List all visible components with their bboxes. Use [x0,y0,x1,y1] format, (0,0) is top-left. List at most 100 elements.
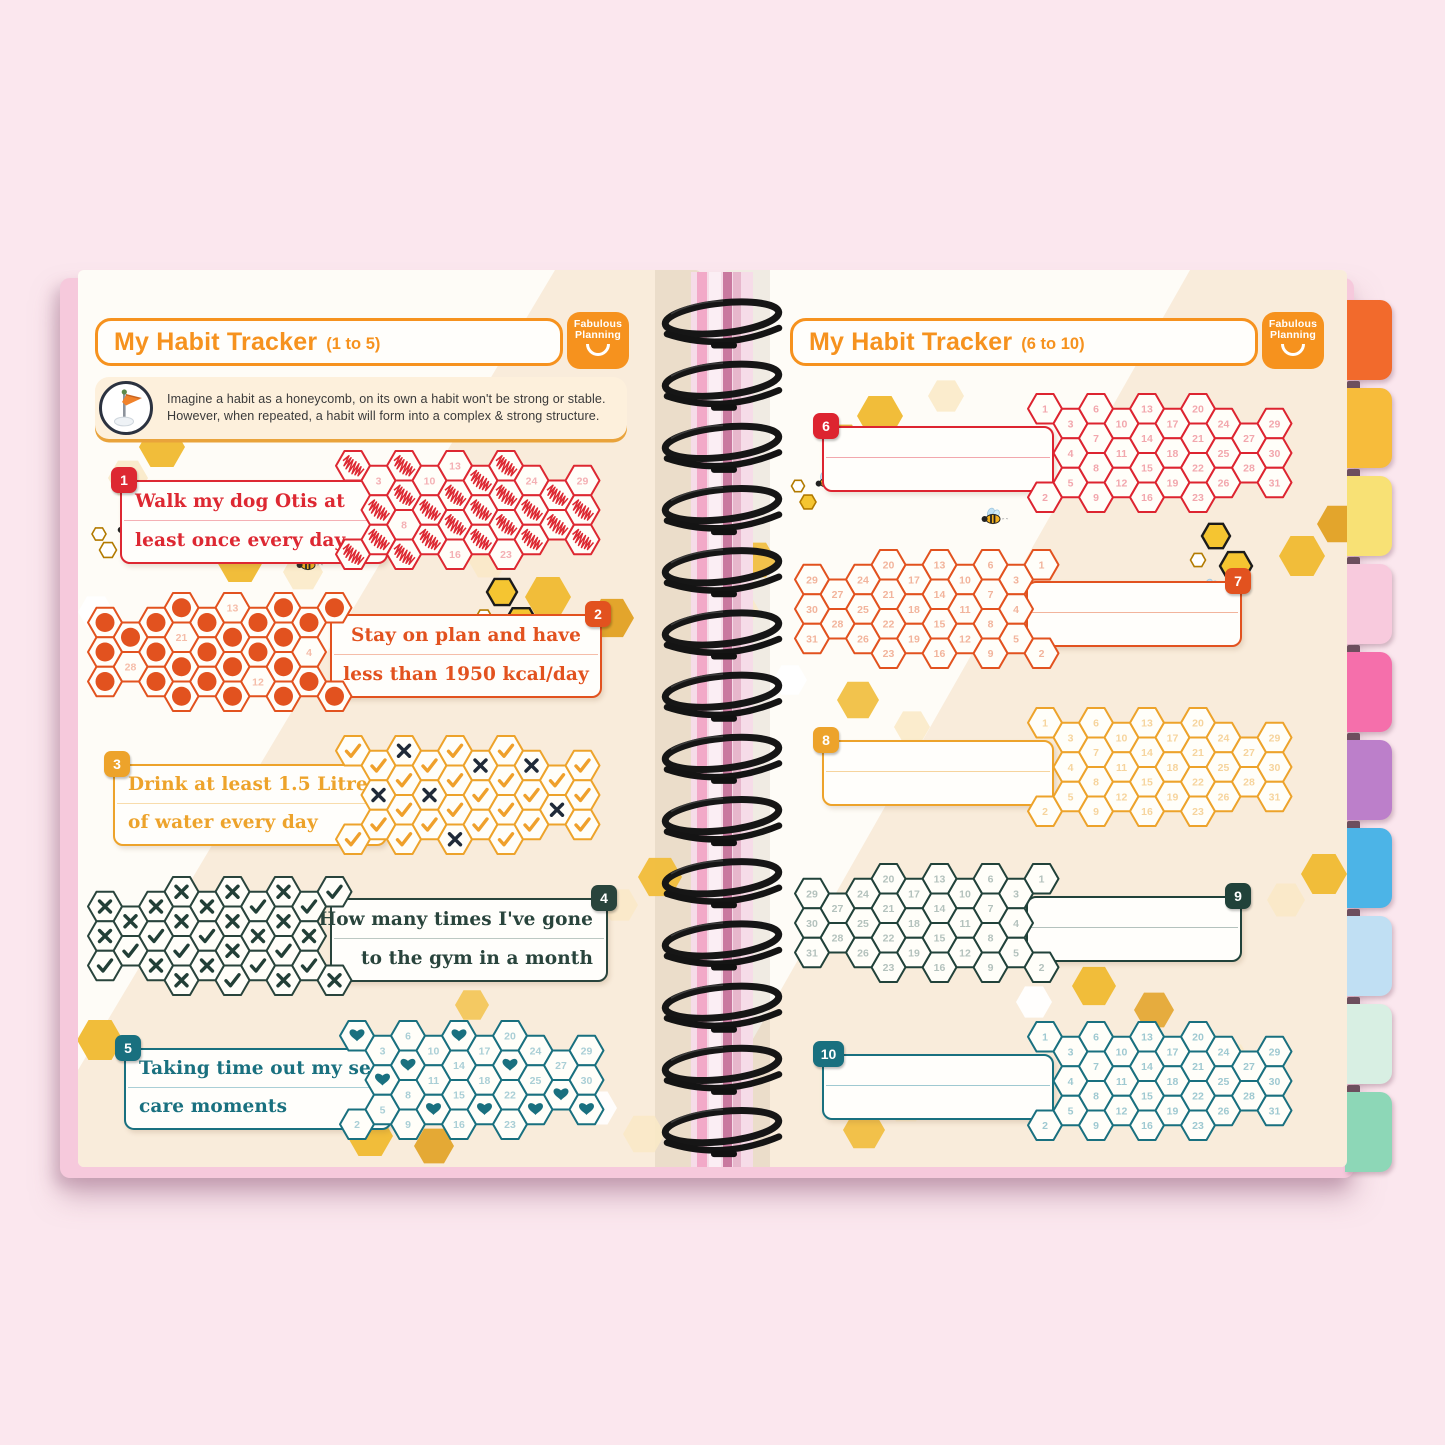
index-tab-8[interactable] [1345,916,1392,996]
page-title-range: (1 to 5) [326,334,381,353]
info-line-1: Imagine a habit as a honeycomb, on its o… [167,391,606,406]
day-number: 18 [1167,762,1179,774]
habit-2-honeycomb: 4 12 13 21 28 [87,592,353,712]
day-number: 14 [1141,747,1153,759]
day-number: 8 [988,933,994,945]
day-number: 9 [1093,1120,1099,1132]
day-number: 15 [1141,777,1153,789]
index-tab-6[interactable] [1345,740,1392,820]
day-number: 29 [577,475,589,487]
day-number: 19 [908,947,920,959]
day-number: 28 [832,933,844,945]
index-tab-1[interactable] [1345,300,1392,380]
habit-4-number-badge: 4 [591,885,617,911]
habit-7-text-line-2 [1028,613,1240,642]
day-number: 21 [1192,747,1204,759]
day-number: 28 [1243,1091,1255,1103]
day-number: 4 [306,647,312,659]
index-tab-5[interactable] [1345,652,1392,732]
index-tab-10[interactable] [1345,1092,1392,1172]
day-number: 1 [1039,874,1045,886]
habit-6-label-box [822,426,1054,492]
day-cell [568,1093,605,1126]
day-number: 24 [1218,732,1230,744]
day-number: 1 [1042,1032,1048,1044]
index-tab-4[interactable] [1345,564,1392,644]
day-number: 29 [581,1045,593,1057]
day-number: 10 [428,1045,440,1057]
day-number: 20 [883,560,895,572]
day-number: 15 [934,619,946,631]
day-number: 9 [988,648,994,660]
day-number: 10 [1116,418,1128,430]
day-number: 21 [883,903,895,915]
day-number: 11 [959,604,970,616]
habit-4-honeycomb [87,876,353,996]
day-number: 5 [1013,633,1019,645]
day-number: 6 [988,874,994,886]
day-cell: 29 [1256,721,1293,754]
habit-10-number-badge: 10 [813,1041,844,1067]
day-number: 2 [1039,648,1045,660]
day-number: 5 [1068,791,1074,803]
day-number: 10 [424,475,436,487]
day-number: 13 [934,874,946,886]
day-number: 23 [883,648,895,660]
day-number: 21 [176,632,188,644]
day-cell: 31 [1256,780,1293,813]
day-number: 23 [1192,806,1204,818]
day-number: 17 [1167,732,1179,744]
day-number: 25 [857,604,869,616]
day-number: 27 [1243,433,1255,445]
habit-8-number-badge: 8 [813,727,839,753]
day-number: 30 [581,1075,593,1087]
day-number: 7 [1093,433,1099,445]
day-number: 29 [806,888,818,900]
day-number: 29 [1269,1046,1281,1058]
habit-7-number-badge: 7 [1225,568,1251,594]
day-number: 12 [1116,477,1128,489]
day-number: 8 [401,520,407,532]
logo-smile-icon [1281,344,1305,356]
day-number: 12 [959,947,971,959]
day-cell: 30 [1256,437,1293,469]
day-number: 30 [1269,448,1281,460]
habit-10-text-line-2 [824,1086,1052,1115]
index-tab-9[interactable] [1345,1004,1392,1084]
habit-6-number-badge: 6 [813,413,839,439]
day-number: 20 [504,1031,516,1043]
day-number: 26 [1218,477,1230,489]
index-tab-7[interactable] [1345,828,1392,908]
day-number: 31 [1269,1105,1281,1117]
day-number: 23 [500,549,512,561]
day-cell: 30 [568,1064,605,1096]
day-number: 17 [479,1045,491,1057]
index-tab-3[interactable] [1345,476,1392,556]
day-number: 14 [934,589,946,601]
day-number: 21 [883,589,895,601]
day-number: 15 [453,1090,465,1102]
day-number: 9 [1093,492,1099,504]
day-number: 8 [1093,463,1099,475]
index-tab-2[interactable] [1345,388,1392,468]
day-number: 31 [1269,791,1281,803]
day-number: 3 [1013,888,1019,900]
day-number: 26 [1218,1105,1230,1117]
day-number: 2 [1039,962,1045,974]
day-number: 22 [1192,1091,1204,1103]
day-number: 21 [1192,1061,1204,1073]
day-number: 14 [934,903,946,915]
day-number: 31 [1269,477,1281,489]
day-number: 16 [1141,806,1153,818]
day-number: 20 [1192,718,1204,730]
day-cell: 29 [794,877,830,910]
day-number: 6 [988,560,994,572]
day-cell: 29 [794,563,830,596]
day-number: 9 [1093,806,1099,818]
day-number: 22 [1192,777,1204,789]
habit-2-label-box: Stay on plan and have less than 1950 kcal… [330,614,602,698]
day-number: 18 [479,1075,491,1087]
day-number: 25 [857,918,869,930]
day-number: 16 [1141,1120,1153,1132]
day-number: 16 [449,549,461,561]
